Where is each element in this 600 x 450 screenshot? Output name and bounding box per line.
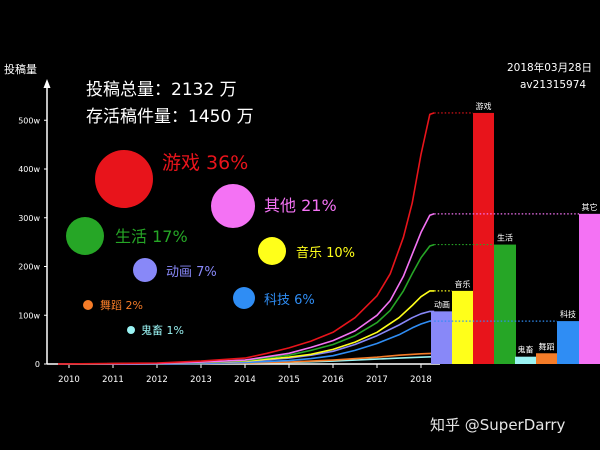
share-bubble <box>233 287 255 309</box>
share-label: 舞蹈 2% <box>100 299 143 312</box>
x-tick-label: 2018 <box>410 375 432 385</box>
x-tick-label: 2012 <box>146 375 168 385</box>
bar <box>536 353 557 364</box>
bar <box>473 112 494 364</box>
y-tick-label: 400w <box>18 165 40 174</box>
share-label: 动画 7% <box>166 265 217 280</box>
share-label: 音乐 10% <box>296 245 355 261</box>
share-bubble <box>258 237 286 265</box>
y-tick-label: 500w <box>18 116 40 125</box>
alive-submissions-text: 存活稿件量：1450 万 <box>86 107 254 127</box>
y-tick-label: 300w <box>18 214 40 223</box>
x-tick-label: 2013 <box>190 375 212 385</box>
total-submissions-text: 投稿总量：2132 万 <box>86 80 237 100</box>
share-bubble <box>127 326 135 334</box>
share-bubble <box>133 258 157 282</box>
bar <box>557 321 579 364</box>
share-label: 其他 21% <box>264 196 337 215</box>
bar-label: 其它 <box>582 202 598 212</box>
y-tick-label: 0 <box>35 360 40 369</box>
y-tick-label: 100w <box>18 311 40 320</box>
y-ticks: 0 100w 200w 300w 400w 500w <box>18 116 47 369</box>
y-axis-label: 投稿量 <box>4 62 37 76</box>
av-id-text: av21315974 <box>520 79 586 91</box>
bar-label: 游戏 <box>476 101 492 111</box>
x-ticks: 2010 2011 2012 2013 2014 2015 2016 2017 2018 <box>58 364 432 385</box>
watermark-text: 知乎 @SuperDarry <box>430 416 566 434</box>
series-line <box>57 112 435 365</box>
share-bubbles: 游戏 36% 其他 21% 生活 17% 音乐 10% 动画 7% 科技 6% 舞蹈 2% 鬼… <box>66 150 355 337</box>
bar <box>579 213 600 364</box>
x-tick-label: 2017 <box>366 375 388 385</box>
x-tick-label: 2016 <box>322 375 344 385</box>
x-tick-label: 2014 <box>234 375 256 385</box>
share-bubble <box>211 184 255 228</box>
share-label: 科技 6% <box>264 293 315 308</box>
date-text: 2018年03月28日 <box>507 61 592 74</box>
share-bubble <box>66 217 104 255</box>
bar-label: 科技 <box>560 309 576 319</box>
bar <box>452 290 473 364</box>
bar-label: 鬼畜 <box>518 345 534 355</box>
series-line <box>57 213 435 365</box>
share-label: 生活 17% <box>115 227 188 246</box>
x-tick-label: 2010 <box>58 375 80 385</box>
x-tick-label: 2015 <box>278 375 300 385</box>
share-bubble <box>95 150 153 208</box>
bar-label: 生活 <box>497 233 513 243</box>
y-axis-arrow <box>43 79 51 88</box>
share-label: 鬼畜 1% <box>141 323 184 337</box>
bar-label: 舞蹈 <box>539 341 555 351</box>
share-bubble <box>83 300 93 310</box>
bar-label: 动画 <box>434 299 450 309</box>
bar <box>431 311 453 364</box>
share-label: 游戏 36% <box>162 152 248 174</box>
x-tick-label: 2011 <box>102 375 124 385</box>
bar-label: 音乐 <box>455 279 471 289</box>
series-lines <box>57 112 435 365</box>
y-tick-label: 200w <box>18 263 40 272</box>
bar <box>494 244 516 364</box>
bar <box>515 356 536 364</box>
